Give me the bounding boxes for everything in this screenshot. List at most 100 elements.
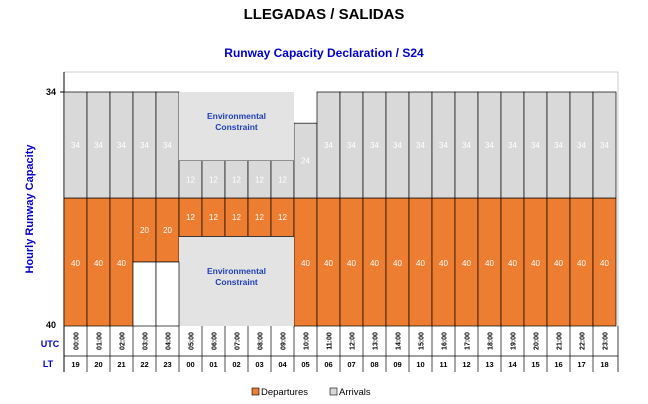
x-tick-label-lt: 09 [393, 360, 401, 369]
data-label-arrivals: 12 [278, 175, 287, 184]
data-label-arrivals: 12 [255, 175, 264, 184]
data-label-departures: 20 [163, 226, 172, 235]
data-label-arrivals: 34 [393, 141, 402, 150]
data-label-arrivals: 34 [117, 141, 126, 150]
data-label-arrivals: 34 [508, 141, 517, 150]
legend-swatch-departures [251, 387, 260, 396]
x-tick-label-lt: 17 [577, 360, 585, 369]
legend-swatch-arrivals [329, 387, 338, 396]
data-label-departures: 40 [439, 259, 448, 268]
data-label-arrivals: 12 [209, 175, 218, 184]
data-label-departures: 40 [393, 259, 402, 268]
data-label-arrivals: 34 [531, 141, 540, 150]
data-label-arrivals: 34 [577, 141, 586, 150]
data-label-arrivals: 34 [71, 141, 80, 150]
x-tick-label-lt: 06 [324, 360, 332, 369]
x-tick-label-lt: 14 [508, 360, 517, 369]
x-tick-label-lt: 02 [232, 360, 240, 369]
x-tick-label-utc: 05:00 [189, 332, 196, 350]
x-tick-label-utc: 18:00 [488, 332, 495, 350]
data-label-departures: 40 [71, 259, 80, 268]
data-label-arrivals: 34 [94, 141, 103, 150]
legend-label-departures: Departures [261, 387, 308, 398]
data-label-departures: 40 [324, 259, 333, 268]
data-label-arrivals: 34 [600, 141, 609, 150]
data-label-departures: 40 [508, 259, 517, 268]
x-tick-label-lt: 16 [554, 360, 562, 369]
x-tick-label-lt: 03 [255, 360, 263, 369]
annotation-environmental-constraint: Environmental [207, 111, 266, 121]
data-label-departures: 40 [485, 259, 494, 268]
x-tick-label-lt: 15 [531, 360, 539, 369]
x-tick-label-utc: 07:00 [235, 332, 242, 350]
bar-gap [155, 261, 180, 327]
data-label-arrivals: 34 [347, 141, 356, 150]
x-tick-label-lt: 01 [209, 360, 217, 369]
x-tick-label-lt: 12 [462, 360, 470, 369]
data-label-arrivals: 34 [554, 141, 563, 150]
data-label-arrivals: 34 [324, 141, 333, 150]
x-tick-label-utc: 06:00 [212, 332, 219, 350]
data-label-arrivals: 24 [301, 157, 310, 166]
x-tick-label-utc: 16:00 [442, 332, 449, 350]
data-label-departures: 40 [370, 259, 379, 268]
data-label-arrivals: 34 [163, 141, 172, 150]
x-tick-label-utc: 23:00 [603, 332, 610, 350]
x-tick-label-lt: 19 [71, 360, 79, 369]
data-label-arrivals: 12 [186, 175, 195, 184]
data-label-departures: 40 [416, 259, 425, 268]
data-label-departures: 40 [577, 259, 586, 268]
x-tick-label-lt: 22 [140, 360, 148, 369]
x-tick-label-utc: 14:00 [396, 332, 403, 350]
x-tick-label-utc: 21:00 [557, 332, 564, 350]
y-tick-label: 40 [46, 320, 56, 330]
data-label-departures: 40 [117, 259, 126, 268]
page-title: LLEGADAS / SALIDAS [243, 6, 405, 23]
x-tick-label-utc: 12:00 [350, 332, 357, 350]
x-tick-label-lt: 04 [278, 360, 287, 369]
data-label-arrivals: 34 [439, 141, 448, 150]
environmental-constraint-arrivals [179, 92, 294, 161]
x-tick-label-lt: 08 [370, 360, 378, 369]
data-label-departures: 40 [462, 259, 471, 268]
x-tick-label-utc: 11:00 [327, 332, 334, 350]
chart-title: Runway Capacity Declaration / S24 [224, 46, 424, 60]
data-label-departures: 40 [347, 259, 356, 268]
data-label-departures: 20 [140, 226, 149, 235]
data-label-departures: 12 [232, 213, 241, 222]
data-label-departures: 40 [301, 259, 310, 268]
x-tick-label-utc: 20:00 [534, 332, 541, 350]
data-label-departures: 40 [531, 259, 540, 268]
data-label-departures: 12 [255, 213, 264, 222]
x-tick-label-lt: 20 [94, 360, 102, 369]
x-tick-label-utc: 00:00 [74, 332, 81, 350]
x-tick-label-utc: 01:00 [97, 332, 104, 350]
x-tick-label-utc: 13:00 [373, 332, 380, 350]
bar-gap [132, 261, 157, 327]
legend-label-arrivals: Arrivals [339, 387, 371, 398]
environmental-constraint-departures [179, 236, 294, 326]
data-label-arrivals: 34 [485, 141, 494, 150]
x-tick-label-utc: 19:00 [511, 332, 518, 350]
x-tick-label-utc: 02:00 [120, 332, 127, 350]
x-tick-label-utc: 15:00 [419, 332, 426, 350]
data-label-departures: 40 [600, 259, 609, 268]
x-tick-label-lt: 00 [186, 360, 194, 369]
data-label-arrivals: 34 [416, 141, 425, 150]
data-label-arrivals: 34 [462, 141, 471, 150]
row-label-utc: UTC [41, 339, 60, 349]
x-tick-label-utc: 04:00 [166, 332, 173, 350]
x-tick-label-utc: 10:00 [304, 332, 311, 350]
x-tick-label-utc: 03:00 [143, 332, 150, 350]
data-label-arrivals: 34 [140, 141, 149, 150]
annotation-environmental-constraint: Constraint [215, 277, 258, 287]
x-tick-label-utc: 17:00 [465, 332, 472, 350]
data-label-arrivals: 12 [232, 175, 241, 184]
x-tick-label-lt: 11 [440, 360, 448, 369]
data-label-departures: 40 [554, 259, 563, 268]
x-tick-label-lt: 18 [600, 360, 608, 369]
x-tick-label-lt: 13 [485, 360, 493, 369]
annotation-environmental-constraint: Constraint [215, 122, 258, 132]
data-label-departures: 12 [209, 213, 218, 222]
x-tick-label-lt: 21 [117, 360, 125, 369]
